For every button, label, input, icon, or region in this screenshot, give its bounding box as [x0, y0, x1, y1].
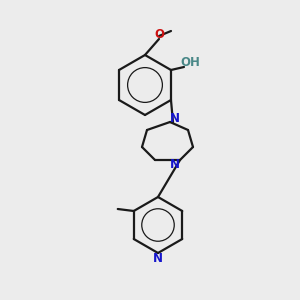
Text: OH: OH [180, 56, 200, 70]
Text: O: O [154, 28, 164, 40]
Text: N: N [170, 112, 180, 124]
Text: N: N [153, 253, 163, 266]
Text: N: N [170, 158, 180, 172]
